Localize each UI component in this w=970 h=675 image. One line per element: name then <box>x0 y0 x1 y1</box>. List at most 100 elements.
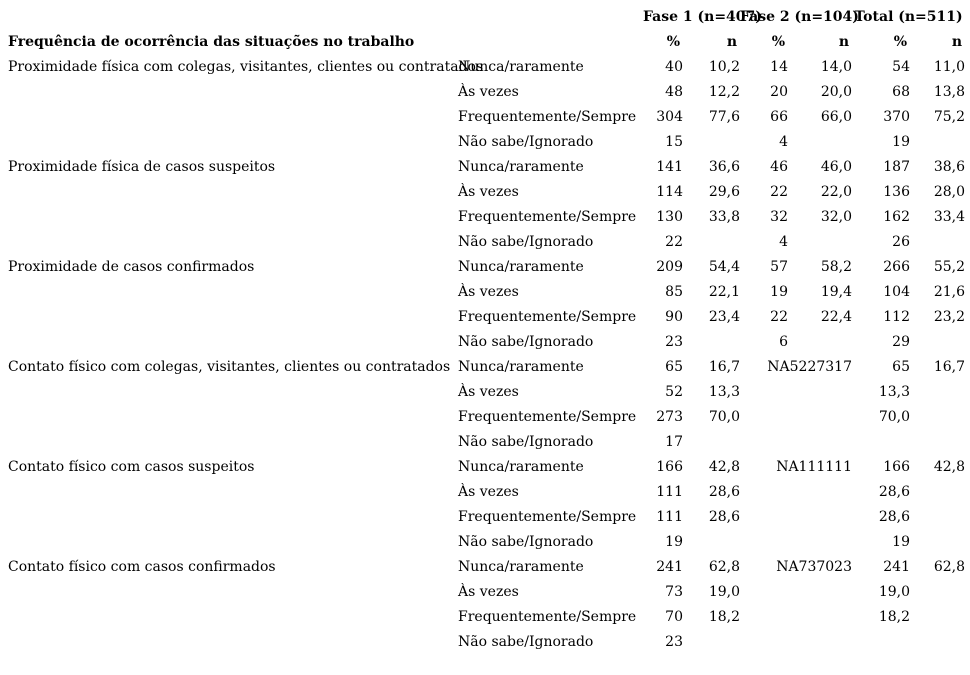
situation-label <box>8 105 458 130</box>
value-cell: 104 <box>883 284 910 300</box>
value-cell: 52 <box>665 384 683 400</box>
value-cell: 241 <box>656 559 683 575</box>
value-cell <box>910 605 965 630</box>
value-cell: 23 <box>665 334 683 350</box>
response-label: Frequentemente/Sempre <box>458 509 637 525</box>
response-label: Nunca/raramente <box>458 159 584 175</box>
col-header-fase1-pct: % <box>666 34 680 50</box>
value-cell <box>740 430 788 455</box>
value-cell <box>683 130 740 155</box>
situation-label <box>8 305 458 330</box>
value-cell <box>910 480 965 505</box>
value-cell: 40 <box>665 59 683 75</box>
value-cell: 33,4 <box>933 209 966 225</box>
table-row: Frequentemente/Sempre 111 28,6 28,6 <box>8 505 965 530</box>
value-cell <box>788 380 852 405</box>
situation-label <box>8 180 458 205</box>
situation-label <box>8 530 458 555</box>
value-cell: 42,8 <box>708 459 740 475</box>
value-cell: 22 <box>770 184 788 200</box>
value-cell: 75,2 <box>933 109 966 125</box>
value-cell: 23 <box>665 634 683 650</box>
value-cell <box>740 480 788 505</box>
response-label: Frequentemente/Sempre <box>458 309 637 325</box>
value-cell <box>910 530 965 555</box>
column-header-row: Frequência de ocorrência das situações n… <box>8 30 965 55</box>
value-cell <box>788 230 852 255</box>
value-cell: 58,2 <box>820 259 852 275</box>
value-cell: NA111111 <box>776 459 852 475</box>
value-cell <box>740 580 788 605</box>
value-cell: 187 <box>883 159 910 175</box>
value-cell <box>910 130 965 155</box>
value-cell: NA5227317 <box>767 359 852 375</box>
value-cell: 68 <box>892 84 910 100</box>
situation-label: Proximidade de casos confirmados <box>8 259 255 275</box>
situation-label <box>8 580 458 605</box>
value-cell <box>788 330 852 355</box>
value-cell: 62,8 <box>933 559 966 575</box>
value-cell <box>788 130 852 155</box>
value-cell: 130 <box>656 209 683 225</box>
value-cell: 23,4 <box>708 309 740 325</box>
response-label: Às vezes <box>458 184 519 200</box>
value-cell: 70,0 <box>708 409 740 425</box>
value-cell: 19 <box>892 134 910 150</box>
response-label: Frequentemente/Sempre <box>458 209 637 225</box>
value-cell: 66,0 <box>820 109 852 125</box>
value-cell: 14 <box>770 59 788 75</box>
value-cell <box>683 330 740 355</box>
value-cell <box>683 230 740 255</box>
value-cell <box>910 505 965 530</box>
value-cell: 46 <box>770 159 788 175</box>
situation-label: Contato físico com casos suspeitos <box>8 459 255 475</box>
value-cell <box>788 430 852 455</box>
table-row: Não sabe/Ignorado 15 4 19 <box>8 130 965 155</box>
response-label: Às vezes <box>458 284 519 300</box>
table-row: Às vezes 114 29,6 22 22,0 136 28,0 <box>8 180 965 205</box>
situation-label <box>8 480 458 505</box>
value-cell: 4 <box>779 234 788 250</box>
value-cell: 166 <box>883 459 910 475</box>
value-cell: 241 <box>883 559 910 575</box>
table-row: Proximidade física de casos suspeitos Nun… <box>8 155 965 180</box>
value-cell: 70 <box>665 609 683 625</box>
value-cell: 13,3 <box>878 384 910 400</box>
value-cell: 57 <box>770 259 788 275</box>
col-header-fase2-n: n <box>838 34 849 50</box>
value-cell: NA737023 <box>776 559 852 575</box>
value-cell <box>910 430 965 455</box>
value-cell <box>683 430 740 455</box>
table-row: Às vezes 85 22,1 19 19,4 104 21,6 <box>8 280 965 305</box>
value-cell: 111 <box>656 509 683 525</box>
value-cell <box>683 530 740 555</box>
value-cell: 19 <box>770 284 788 300</box>
value-cell: 70,0 <box>878 409 910 425</box>
response-label: Frequentemente/Sempre <box>458 609 637 625</box>
value-cell: 20 <box>770 84 788 100</box>
value-cell: 16,7 <box>708 359 740 375</box>
table-row: Contato físico com casos suspeitos Nunca/… <box>8 455 965 480</box>
value-cell <box>740 605 788 630</box>
value-cell: 4 <box>779 134 788 150</box>
situation-label: Proximidade física de casos suspeitos <box>8 159 276 175</box>
value-cell: 14,0 <box>820 59 852 75</box>
value-cell: 26 <box>892 234 910 250</box>
situation-label <box>8 630 458 655</box>
value-cell <box>910 580 965 605</box>
value-cell <box>740 630 788 655</box>
table-row: Às vezes 73 19,0 19,0 <box>8 580 965 605</box>
value-cell <box>683 630 740 655</box>
value-cell: 17 <box>665 434 683 450</box>
value-cell: 28,6 <box>878 484 910 500</box>
value-cell: 18,2 <box>708 609 740 625</box>
table-row: Não sabe/Ignorado 19 19 <box>8 530 965 555</box>
situation-label <box>8 505 458 530</box>
value-cell: 22,1 <box>708 284 740 300</box>
table-row: Não sabe/Ignorado 23 6 29 <box>8 330 965 355</box>
value-cell: 111 <box>656 484 683 500</box>
value-cell: 33,8 <box>708 209 740 225</box>
value-cell: 29,6 <box>708 184 740 200</box>
value-cell <box>910 380 965 405</box>
situation-label <box>8 205 458 230</box>
